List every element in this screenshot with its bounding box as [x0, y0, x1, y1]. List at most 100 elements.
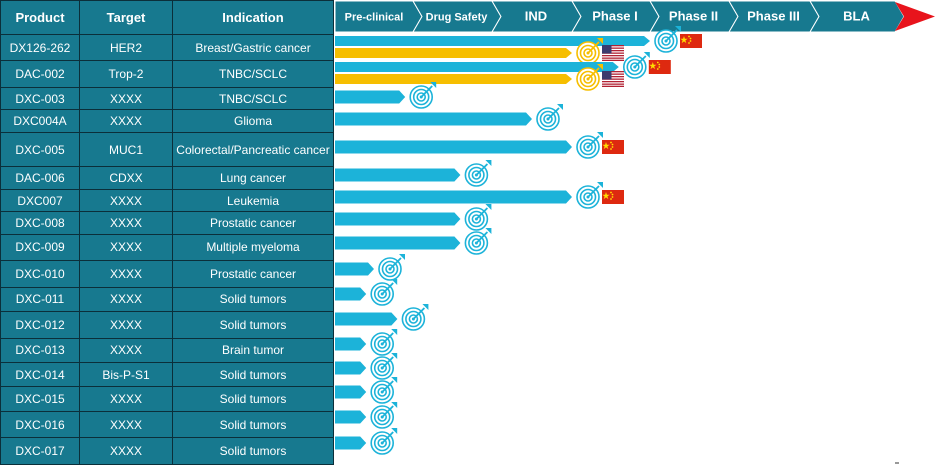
target-icon — [370, 427, 399, 455]
china-progress-bar — [335, 436, 367, 450]
target-cell: XXXX — [79, 86, 173, 111]
target-icon — [576, 131, 604, 159]
indication-cell: Solid tumors — [172, 386, 334, 412]
table-row: DXC-014 Bis-P-S1 Solid tumors — [0, 361, 334, 388]
target-cell: XXXX — [79, 437, 173, 465]
china-flag-icon — [648, 60, 671, 74]
product-cell: DXC004A — [0, 109, 80, 133]
header-product: Product — [0, 0, 80, 35]
product-cell: DAC-002 — [0, 60, 80, 88]
china-progress-bar — [335, 90, 406, 104]
progress-bars — [335, 25, 702, 455]
china-progress-bar — [335, 112, 532, 126]
stage-label: IND — [525, 9, 547, 24]
indication-cell: Lung cancer — [172, 166, 334, 190]
china-progress-bar — [335, 312, 398, 326]
target-icon — [401, 303, 430, 331]
product-cell: DXC-011 — [0, 286, 80, 313]
china-progress-bar — [335, 361, 367, 375]
table-row: DXC-015 XXXX Solid tumors — [0, 386, 334, 412]
target-icon — [464, 159, 493, 187]
indication-cell: Solid tumors — [172, 361, 334, 388]
product-cell: DXC-009 — [0, 233, 80, 262]
us-flag-icon — [602, 71, 624, 87]
target-cell: XXXX — [79, 286, 173, 313]
china-progress-bar — [335, 287, 367, 301]
china-progress-bar — [335, 140, 572, 154]
china-progress-bar — [335, 337, 367, 351]
china-progress-bar — [335, 262, 374, 276]
stage-header: Pre-clinical Drug Safety IND Phase I Phase I… — [334, 0, 935, 33]
target-icon — [622, 51, 651, 79]
table-row: DAC-002 Trop-2 TNBC/SCLC — [0, 60, 334, 88]
stage-label: Phase II — [669, 9, 718, 24]
indication-cell: Multiple myeloma — [172, 233, 334, 262]
target-icon — [576, 181, 604, 209]
indication-cell: Prostatic cancer — [172, 211, 334, 235]
indication-cell: Solid tumors — [172, 311, 334, 339]
target-cell: XXXX — [79, 337, 173, 364]
product-cell: DXC-015 — [0, 386, 80, 412]
target-icon — [536, 103, 564, 131]
table-row: DXC-013 XXXX Brain tumor — [0, 337, 334, 364]
table-row: DXC-017 XXXX Solid tumors — [0, 437, 334, 465]
product-cell: DXC-016 — [0, 410, 80, 439]
indication-cell: Solid tumors — [172, 437, 334, 465]
indication-cell: Brain tumor — [172, 337, 334, 364]
target-cell: XXXX — [79, 109, 173, 133]
china-progress-bar — [335, 36, 650, 46]
indication-cell: TNBC/SCLC — [172, 60, 334, 88]
target-cell: XXXX — [79, 386, 173, 412]
table-row: DXC-009 XXXX Multiple myeloma — [0, 233, 334, 262]
target-icon — [370, 401, 399, 429]
stage-label: BLA — [843, 9, 870, 24]
target-cell: HER2 — [79, 33, 173, 62]
target-icon — [464, 227, 493, 255]
target-cell: XXXX — [79, 260, 173, 288]
target-icon — [370, 376, 399, 404]
target-cell: XXXX — [79, 311, 173, 339]
target-icon — [370, 278, 399, 306]
product-cell: DXC007 — [0, 188, 80, 213]
china-progress-bar — [335, 236, 461, 250]
table-row: DXC-012 XXXX Solid tumors — [0, 311, 334, 339]
china-flag-icon — [602, 190, 624, 204]
target-cell: Bis-P-S1 — [79, 361, 173, 388]
pipeline-table: Product Target Indication DX126-262 HER2 B… — [0, 0, 334, 465]
target-cell: Trop-2 — [79, 60, 173, 88]
table-row: DX126-262 HER2 Breast/Gastric cancer — [0, 33, 334, 62]
stage-segment — [809, 0, 905, 33]
target-icon — [370, 328, 399, 356]
table-row: DXC-011 XXXX Solid tumors — [0, 286, 334, 313]
indication-cell: Glioma — [172, 109, 334, 133]
target-icon — [409, 81, 438, 109]
table-header-row: Product Target Indication — [0, 0, 334, 35]
indication-cell: Breast/Gastric cancer — [172, 33, 334, 62]
target-cell: CDXX — [79, 166, 173, 190]
product-cell: DXC-013 — [0, 337, 80, 364]
target-icon — [370, 352, 399, 380]
china-flag-icon — [602, 140, 624, 154]
product-cell: DXC-014 — [0, 361, 80, 388]
indication-cell: Prostatic cancer — [172, 260, 334, 288]
product-cell: DXC-005 — [0, 131, 80, 168]
us-progress-bar — [335, 48, 572, 58]
china-flag-icon — [680, 34, 702, 48]
target-cell: XXXX — [79, 211, 173, 235]
china-progress-bar — [335, 168, 461, 182]
indication-cell: Solid tumors — [172, 410, 334, 439]
target-cell: XXXX — [79, 233, 173, 262]
china-progress-bar — [335, 62, 619, 72]
end-arrow — [895, 2, 935, 31]
us-flag-icon — [602, 45, 624, 61]
table-row: DXC004A XXXX Glioma — [0, 109, 334, 133]
target-icon — [378, 253, 406, 281]
table-row: DXC-016 XXXX Solid tumors — [0, 410, 334, 439]
stage-label: Drug Safety — [426, 12, 489, 24]
china-progress-bar — [335, 212, 461, 226]
us-progress-bar — [335, 74, 572, 84]
indication-cell: Solid tumors — [172, 286, 334, 313]
stage-label: Pre-clinical — [345, 12, 404, 24]
table-row: DXC-010 XXXX Prostatic cancer — [0, 260, 334, 288]
